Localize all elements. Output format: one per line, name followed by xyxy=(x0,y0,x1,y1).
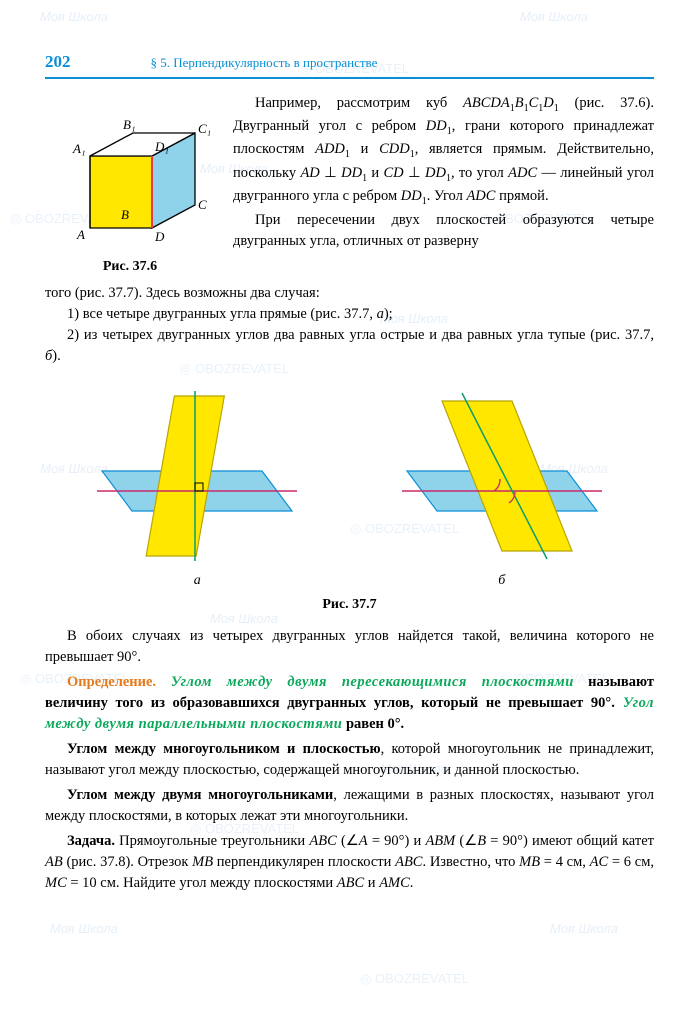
cube-svg: A₁ B₁ C₁ D₁ A B C D xyxy=(45,93,215,253)
list-item-1: 1) все четыре двугранных угла прямые (ри… xyxy=(45,304,654,325)
figure-planes-caption: Рис. 37.7 xyxy=(45,595,654,615)
figure-cube: A₁ B₁ C₁ D₁ A B C D Рис. 37.6 xyxy=(45,93,215,277)
page-header: 202 § 5. Перпендикулярность в пространст… xyxy=(45,50,654,79)
para-1: Например, рассмотрим куб ABCDA1B1C1D1 (р… xyxy=(233,93,654,210)
section-title: § 5. Перпендикулярность в пространстве xyxy=(151,54,378,73)
list-item-2: 2) из четырех двугранных углов два равны… xyxy=(45,325,654,367)
figure-cube-caption: Рис. 37.6 xyxy=(45,257,215,277)
svg-text:A: A xyxy=(76,227,85,242)
figure-planes xyxy=(45,381,654,571)
figure-planes-sublabels: а б xyxy=(45,571,654,591)
svg-text:B₁: B₁ xyxy=(123,117,135,132)
para-poly-poly: Углом между двумя многоугольниками, лежа… xyxy=(45,785,654,827)
task: Задача. Прямоугольные треугольники ABC (… xyxy=(45,831,654,894)
svg-text:A₁: A₁ xyxy=(72,141,85,156)
page-number: 202 xyxy=(45,50,71,75)
svg-text:D₁: D₁ xyxy=(154,139,169,154)
svg-text:D: D xyxy=(154,229,165,244)
svg-text:B: B xyxy=(121,207,129,222)
planes-b-svg xyxy=(387,381,617,571)
svg-text:C₁: C₁ xyxy=(198,121,211,136)
para-2-tail: того (рис. 37.7). Здесь возможны два слу… xyxy=(45,283,654,304)
definition: Определение. Углом между двумя пересекаю… xyxy=(45,672,654,735)
para-both-cases: В обоих случаях из четырех двугранных уг… xyxy=(45,626,654,668)
planes-a-svg xyxy=(82,381,312,571)
para-2-start: При пересечении двух плоскостей образуют… xyxy=(233,210,654,252)
svg-text:C: C xyxy=(198,197,207,212)
para-poly-plane: Углом между многоугольником и плоскостью… xyxy=(45,739,654,781)
